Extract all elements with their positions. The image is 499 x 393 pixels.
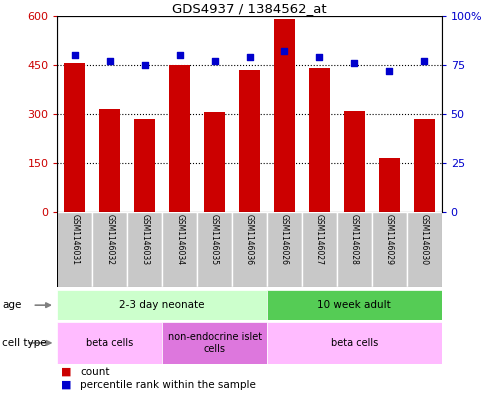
Text: GSM1146029: GSM1146029 — [385, 215, 394, 265]
Bar — [302, 212, 337, 287]
Text: beta cells: beta cells — [86, 338, 133, 348]
Point — [176, 52, 184, 58]
Text: cell type: cell type — [2, 338, 47, 348]
Text: GSM1146026: GSM1146026 — [280, 215, 289, 265]
Bar — [239, 70, 260, 212]
Text: 2-3 day neonate: 2-3 day neonate — [119, 300, 205, 310]
Bar — [57, 290, 267, 320]
Bar — [197, 212, 232, 287]
Point — [71, 52, 79, 58]
Bar — [92, 212, 127, 287]
Bar — [267, 212, 302, 287]
Bar — [162, 212, 197, 287]
Text: GSM1146030: GSM1146030 — [420, 215, 429, 266]
Bar — [372, 212, 407, 287]
Bar — [57, 212, 92, 287]
Text: ■: ■ — [61, 367, 72, 377]
Bar — [309, 68, 330, 212]
Bar — [57, 322, 162, 364]
Point — [141, 62, 149, 68]
Text: beta cells: beta cells — [331, 338, 378, 348]
Text: GSM1146031: GSM1146031 — [70, 215, 79, 265]
Bar — [274, 19, 295, 212]
Text: age: age — [2, 300, 22, 310]
Bar — [99, 109, 120, 212]
Text: 10 week adult: 10 week adult — [317, 300, 391, 310]
Bar — [267, 322, 442, 364]
Bar — [134, 119, 155, 212]
Point — [385, 68, 393, 74]
Text: percentile rank within the sample: percentile rank within the sample — [80, 380, 256, 389]
Text: GSM1146036: GSM1146036 — [245, 215, 254, 266]
Bar — [379, 158, 400, 212]
Point — [106, 58, 114, 64]
Text: GSM1146027: GSM1146027 — [315, 215, 324, 265]
Point — [211, 58, 219, 64]
Text: GSM1146028: GSM1146028 — [350, 215, 359, 265]
Bar — [64, 63, 85, 212]
Bar — [169, 65, 190, 212]
Text: GSM1146035: GSM1146035 — [210, 215, 219, 266]
Point — [246, 54, 253, 60]
Text: GSM1146032: GSM1146032 — [105, 215, 114, 265]
Bar — [127, 212, 162, 287]
Bar — [407, 212, 442, 287]
Bar — [162, 322, 267, 364]
Point — [280, 48, 288, 54]
Bar — [337, 212, 372, 287]
Text: count: count — [80, 367, 110, 377]
Point — [315, 54, 323, 60]
Point — [420, 58, 428, 64]
Text: GSM1146033: GSM1146033 — [140, 215, 149, 266]
Bar — [204, 112, 225, 212]
Bar — [232, 212, 267, 287]
Bar — [414, 119, 435, 212]
Bar — [344, 111, 365, 212]
Text: non-endocrine islet
cells: non-endocrine islet cells — [168, 332, 261, 354]
Point — [350, 60, 358, 66]
Bar — [267, 290, 442, 320]
Text: GSM1146034: GSM1146034 — [175, 215, 184, 266]
Title: GDS4937 / 1384562_at: GDS4937 / 1384562_at — [172, 2, 327, 15]
Text: ■: ■ — [61, 380, 72, 389]
